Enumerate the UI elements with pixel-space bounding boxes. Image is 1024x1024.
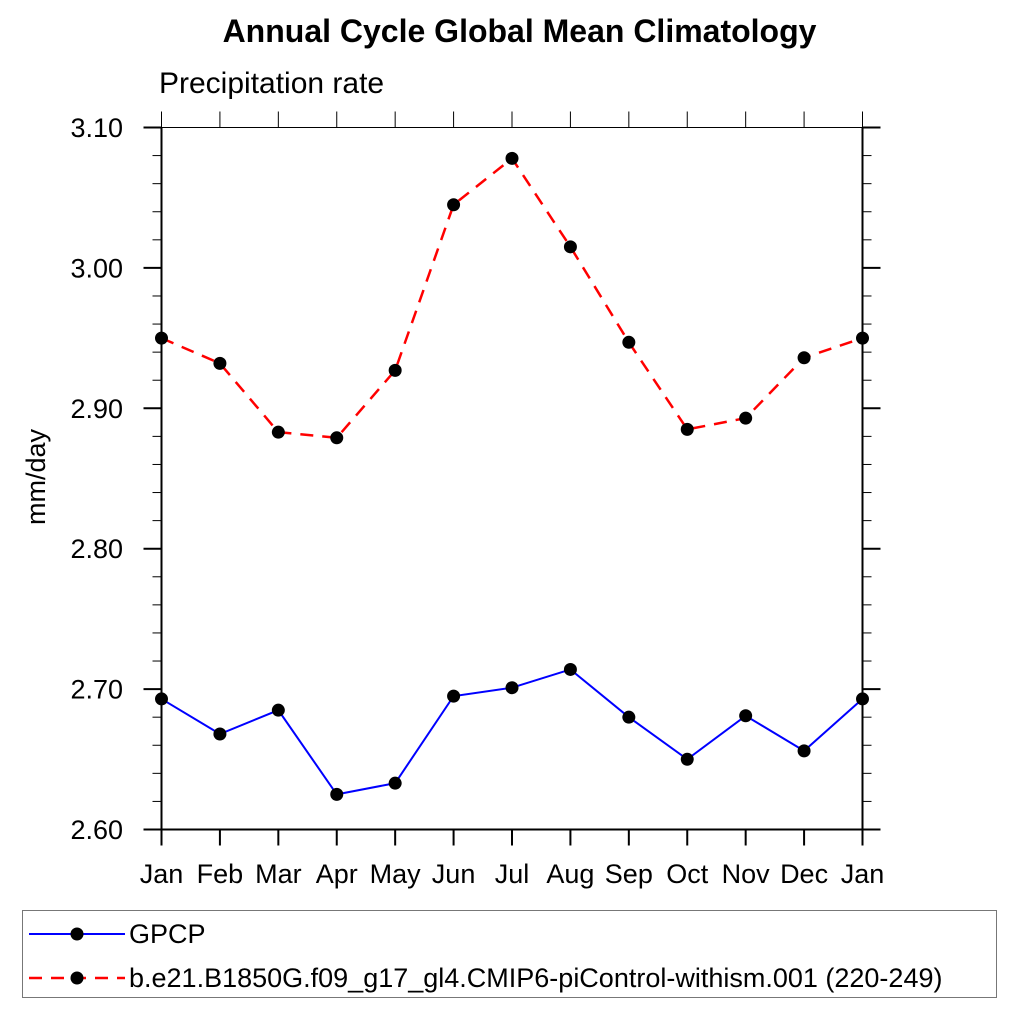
legend-label-model: b.e21.B1850G.f09_g17_gl4.CMIP6-piControl… <box>129 963 943 993</box>
x-tick-label: Dec <box>780 859 828 889</box>
legend-box: GPCP b.e21.B1850G.f09_g17_gl4.CMIP6-piCo… <box>22 910 997 998</box>
data-point-gpcp <box>155 692 168 706</box>
y-tick-label: 2.70 <box>70 675 123 705</box>
y-tick-label: 3.10 <box>70 113 123 143</box>
data-point-model <box>447 198 461 212</box>
legend-sample-marker <box>70 927 84 941</box>
data-point-model <box>797 351 811 365</box>
data-point-gpcp <box>388 776 402 790</box>
legend-item-model: b.e21.B1850G.f09_g17_gl4.CMIP6-piControl… <box>23 956 993 1000</box>
data-point-model <box>505 151 519 165</box>
plot-area: Jan Feb Mar Apr May Jun Jul Aug Sep Oct Nov Dec Jan 2… <box>21 111 885 889</box>
legend-sample-marker <box>70 971 84 985</box>
data-point-gpcp <box>505 681 519 695</box>
x-tick-label: Aug <box>546 859 594 889</box>
x-tick-label: Oct <box>666 859 709 889</box>
data-point-gpcp <box>856 692 869 706</box>
x-tick-label: Nov <box>722 859 771 889</box>
data-point-model <box>622 335 636 349</box>
y-tick-label: 2.60 <box>70 815 123 845</box>
data-point-model <box>155 331 168 345</box>
data-point-gpcp <box>271 703 285 717</box>
data-point-model <box>856 331 869 345</box>
x-tick-label: Jan <box>841 859 885 889</box>
series-line-model <box>161 156 863 440</box>
chart-title: Annual Cycle Global Mean Climatology <box>222 13 817 49</box>
data-point-model <box>739 411 753 425</box>
y-tick-label: 3.00 <box>70 253 123 283</box>
data-point-gpcp <box>739 709 753 723</box>
legend-sample-model-line <box>29 971 125 985</box>
legend-sample-gpcp-line <box>29 927 125 941</box>
data-point-gpcp <box>330 787 344 801</box>
data-point-model <box>330 431 344 445</box>
data-point-gpcp <box>213 727 227 741</box>
y-tick-label: 2.80 <box>70 534 123 564</box>
data-point-gpcp <box>797 744 811 758</box>
x-tick-label: Jun <box>432 859 476 889</box>
data-point-gpcp <box>680 752 694 766</box>
x-tick-label: Jan <box>140 859 184 889</box>
x-tick-label: Feb <box>197 859 244 889</box>
data-point-gpcp <box>563 662 577 676</box>
x-tick-label: Sep <box>605 859 653 889</box>
x-tick-label: Jul <box>495 859 530 889</box>
y-tick-label: 2.90 <box>70 394 123 424</box>
x-tick-label: Apr <box>316 859 358 889</box>
data-point-model <box>563 240 577 254</box>
chart-subtitle: Precipitation rate <box>159 67 385 100</box>
legend-label-gpcp: GPCP <box>129 919 206 949</box>
data-point-gpcp <box>447 689 461 703</box>
y-axis-title: mm/day <box>21 428 51 525</box>
x-tick-label: May <box>370 859 422 889</box>
data-point-model <box>388 363 402 377</box>
data-point-gpcp <box>622 710 636 724</box>
data-point-model <box>213 356 227 370</box>
x-tick-label: Mar <box>255 859 302 889</box>
legend-item-gpcp: GPCP <box>23 912 993 956</box>
data-point-model <box>680 422 694 436</box>
data-point-model <box>271 425 285 439</box>
